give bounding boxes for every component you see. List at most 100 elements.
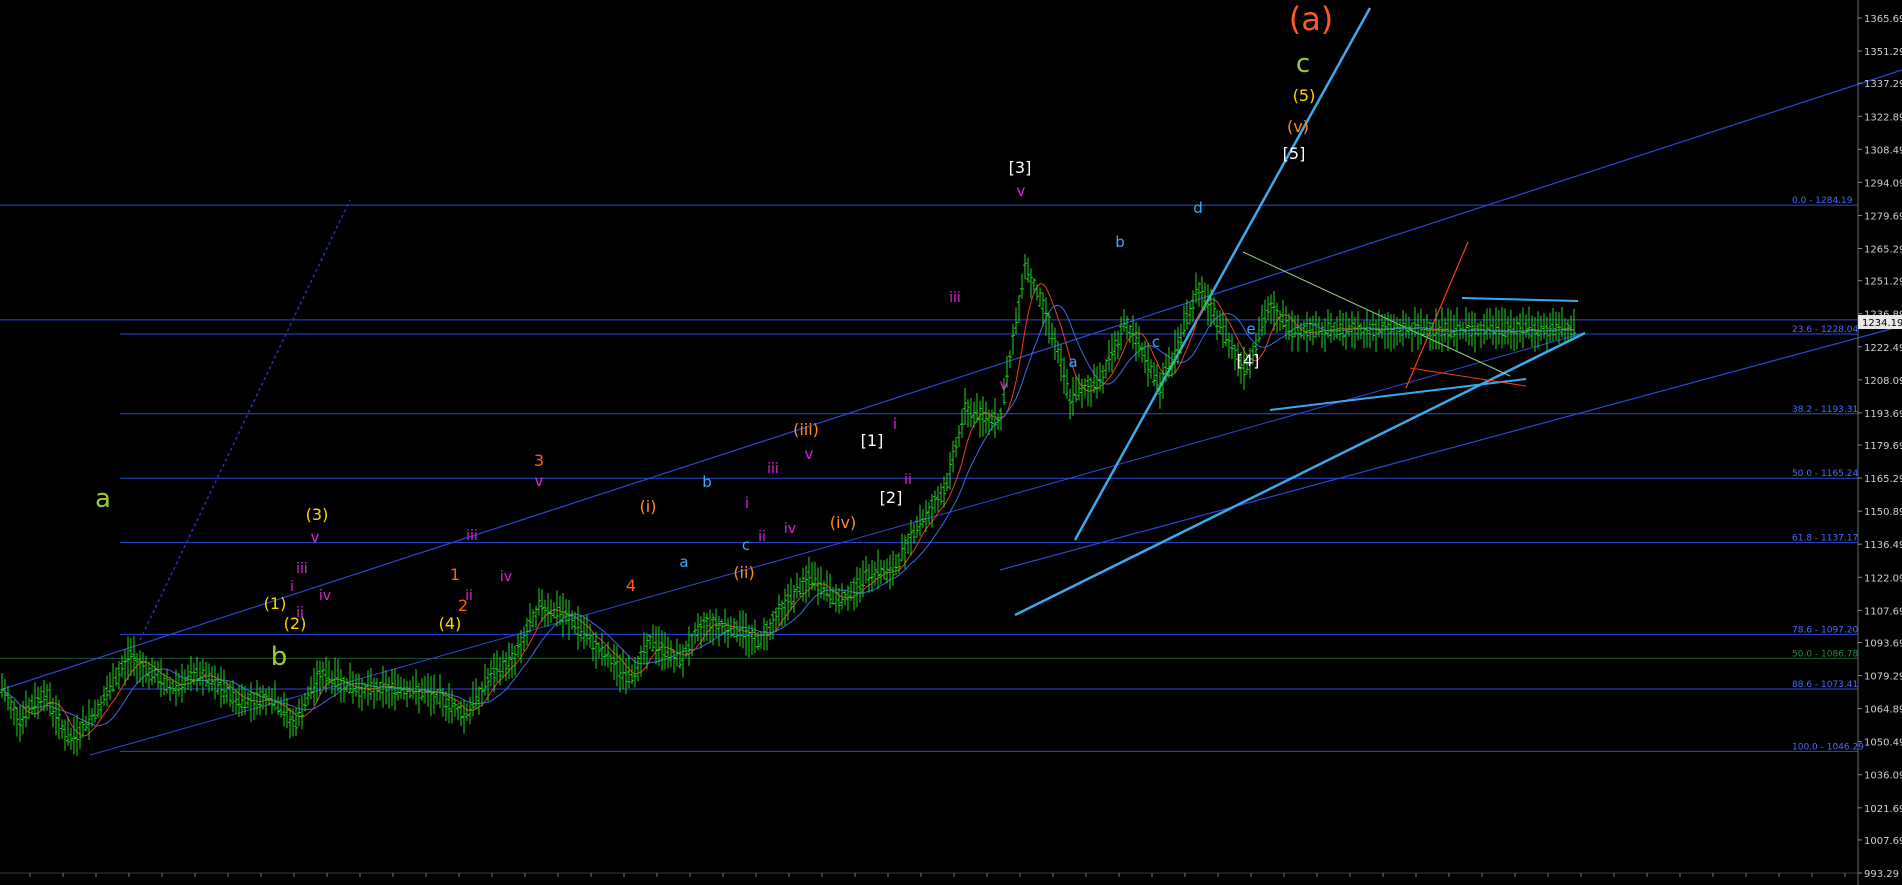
y-tick-label: 1365.69 [1864,14,1902,25]
fib-label: 88.6 - 1073.41 [1792,680,1858,690]
wave-label: (a) [1289,0,1334,38]
y-tick-label: 1208.09 [1864,376,1902,387]
fib-label: 38.2 - 1193.31 [1792,405,1858,415]
wave-label: 2 [458,596,468,615]
wave-label: c [1296,49,1310,79]
y-tick-label: 1050.49 [1864,738,1902,749]
wave-label: a [1068,353,1077,371]
wave-label: v [535,472,544,490]
wave-label: 1 [450,565,460,584]
y-tick-label: 1279.69 [1864,211,1902,222]
slow-moving-average [1,304,1575,727]
wave-label: (3) [306,505,329,524]
wave-label: (4) [439,614,462,633]
wave-label: c [1152,333,1160,351]
y-tick-label: 1136.49 [1864,540,1902,551]
wave-label: ii [758,529,766,545]
wave-label: ii [904,472,912,488]
steep-trend-line [1073,7,1372,541]
wave-label: iii [466,528,478,544]
wave-label: iv [319,588,331,604]
fib-label: 61.8 - 1137.17 [1792,534,1858,544]
wave-label: ii [296,605,304,621]
wave-label: iii [767,461,779,477]
price-bars [0,253,1576,756]
wave-label: a [95,484,111,514]
fib-label: 78.6 - 1097.20 [1792,625,1858,635]
wave-label: v [1000,376,1009,394]
wave-label: (5) [1293,86,1316,105]
wave-label: [1] [861,431,884,450]
y-tick-label: 1308.49 [1864,145,1902,156]
wave-label: d [1193,199,1203,217]
fib-label: 100.0 - 1046.29 [1792,742,1864,752]
upper-channel-line [0,69,1902,691]
wave-label: v [805,445,814,463]
wave-label: b [271,642,288,672]
wave-label: (i) [640,497,657,516]
wave-d-line [1405,241,1469,389]
y-tick-label: 1079.29 [1864,672,1902,683]
y-tick-label: 1150.89 [1864,507,1902,518]
y-tick-label: 1093.69 [1864,638,1902,649]
time-axis [0,872,1858,877]
y-tick-label: 1036.09 [1864,771,1902,782]
wave-label: (iii) [793,420,819,439]
y-tick-label: 1122.09 [1864,573,1902,584]
triangle-upper-line [1461,297,1579,302]
lower-channel-line [999,325,1902,571]
wave-label: (1) [264,594,287,613]
y-tick-label: 1337.29 [1864,79,1902,90]
y-tick-label: 1222.49 [1864,343,1902,354]
y-tick-label: 993.29 [1864,869,1899,880]
wave-label: [4] [1237,351,1260,370]
y-tick-label: 1179.69 [1864,441,1902,452]
fib-label: 50.0 - 1086.78 [1792,649,1858,659]
current-price-value: 1234.19 [1862,318,1902,329]
wave-e-line [1409,367,1527,387]
y-tick-label: 1351.29 [1864,47,1902,58]
wave-label: iv [500,569,512,585]
wave-label: ii [465,588,473,604]
wave-label: (iv) [830,513,856,532]
wave-label: 4 [626,576,636,595]
y-tick-label: 1322.89 [1864,112,1902,123]
wave-label: [3] [1009,158,1032,177]
wave-b-line [1242,251,1511,377]
y-tick-label: 1294.09 [1864,178,1902,189]
triangle-lower-line [1269,378,1527,411]
fib-label: 23.6 - 1228.04 [1792,325,1858,335]
wave-label: (ii) [733,563,754,582]
fib-label: 0.0 - 1284.19 [1792,196,1853,206]
current-price-marker: 1234.19 [1858,315,1902,329]
y-tick-label: 1265.29 [1864,245,1902,256]
y-tick-label: 1107.69 [1864,606,1902,617]
y-tick-label: 1193.69 [1864,409,1902,420]
wave-label: (2) [284,614,307,633]
y-tick-label: 1064.89 [1864,705,1902,716]
wave-label: 3 [534,451,544,470]
wave-label: i [745,494,749,512]
wave-label: [2] [880,488,903,507]
y-tick-label: 1251.29 [1864,277,1902,288]
y-tick-label: 1165.29 [1864,474,1902,485]
wave-label: (v) [1287,117,1309,136]
wave-label: b [702,473,712,491]
y-tick-label: 1007.69 [1864,836,1902,847]
wave-label: e [1246,320,1255,338]
wave-label: iv [784,521,796,537]
wave-label: v [311,528,320,546]
wave-label: iii [296,561,308,577]
wave-label: b [1115,233,1125,251]
wave-label: v [1017,182,1026,200]
wave-label: i [290,579,294,595]
fib-label: 50.0 - 1165.24 [1792,469,1858,479]
wave-label: c [742,536,750,554]
wave-label: i [893,415,897,433]
wave-label: [5] [1283,144,1306,163]
wave-label: iii [949,290,961,306]
wave-label: a [679,553,688,571]
